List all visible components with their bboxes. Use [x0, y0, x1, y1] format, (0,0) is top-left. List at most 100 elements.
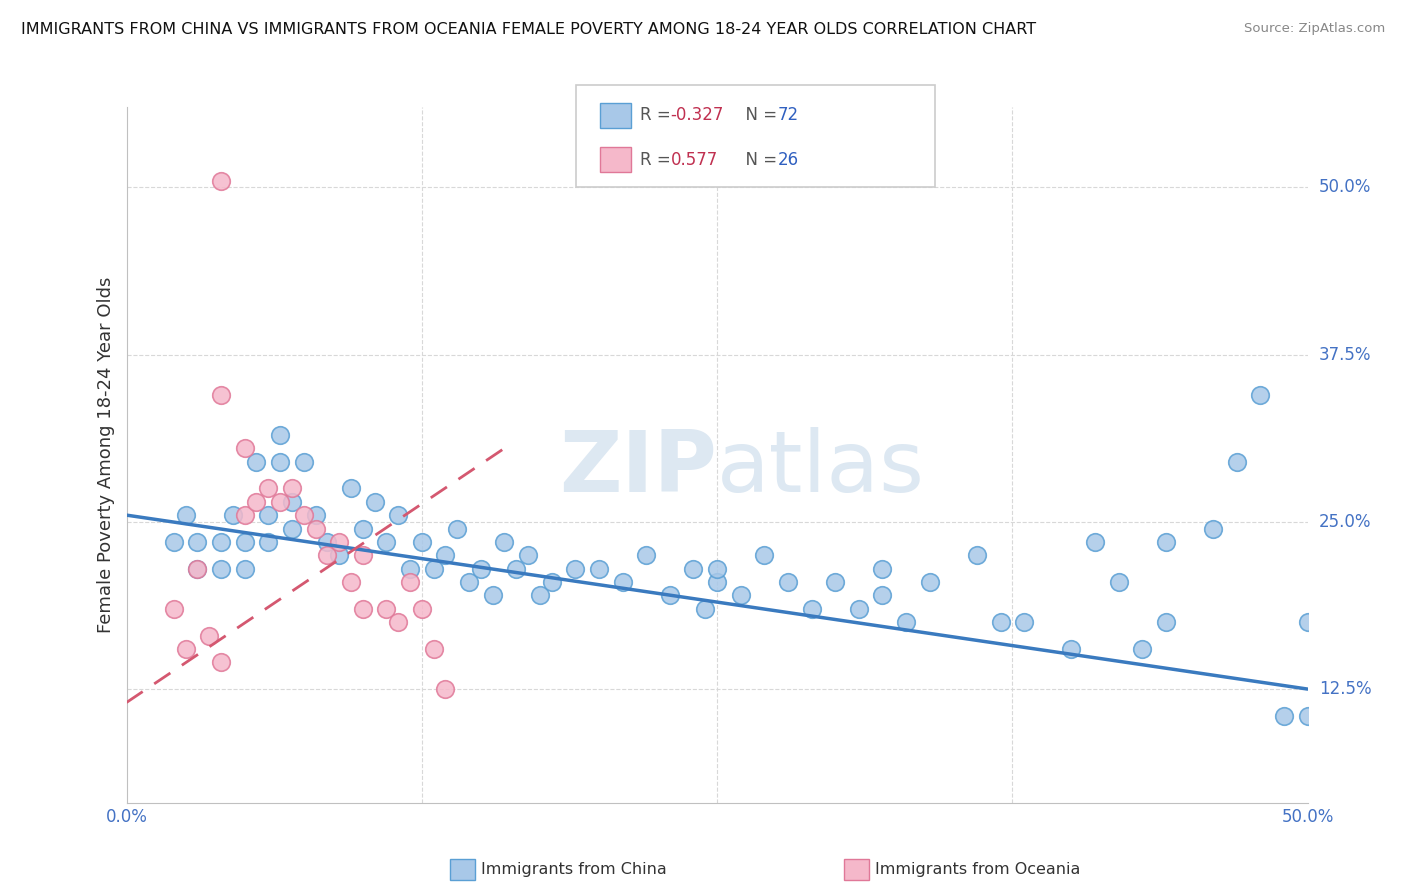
Point — [292, 455, 315, 469]
Point — [658, 589, 681, 603]
Point — [872, 562, 894, 576]
Point — [209, 535, 232, 549]
Point — [1202, 521, 1225, 535]
Point — [564, 562, 586, 576]
Point — [754, 548, 776, 563]
Point — [340, 575, 363, 590]
Point — [1108, 575, 1130, 590]
Text: ZIP: ZIP — [560, 427, 717, 510]
Point — [872, 589, 894, 603]
Point — [990, 615, 1012, 630]
Text: -0.327: -0.327 — [671, 106, 724, 124]
Point — [1296, 708, 1319, 723]
Point — [316, 535, 339, 549]
Point — [800, 602, 823, 616]
Text: 37.5%: 37.5% — [1319, 345, 1371, 364]
Point — [517, 548, 540, 563]
Point — [233, 562, 256, 576]
Point — [304, 521, 326, 535]
Point — [1084, 535, 1107, 549]
Point — [233, 442, 256, 456]
Point — [411, 602, 433, 616]
Point — [1272, 708, 1295, 723]
Point — [776, 575, 799, 590]
Point — [682, 562, 704, 576]
Point — [387, 508, 409, 523]
Point — [269, 494, 291, 508]
Point — [848, 602, 870, 616]
Point — [1060, 642, 1083, 657]
Point — [257, 508, 280, 523]
Text: 50.0%: 50.0% — [1319, 178, 1371, 196]
Point — [257, 482, 280, 496]
Point — [222, 508, 245, 523]
Text: 26: 26 — [778, 151, 799, 169]
Text: 72: 72 — [778, 106, 799, 124]
Point — [1130, 642, 1153, 657]
Text: atlas: atlas — [717, 427, 925, 510]
Point — [434, 548, 457, 563]
Point — [269, 455, 291, 469]
Point — [730, 589, 752, 603]
Point — [411, 535, 433, 549]
Point — [363, 494, 385, 508]
Point — [304, 508, 326, 523]
Point — [375, 602, 398, 616]
Point — [458, 575, 481, 590]
Point — [422, 562, 444, 576]
Point — [612, 575, 634, 590]
Point — [174, 508, 197, 523]
Point — [245, 494, 267, 508]
Point — [706, 575, 728, 590]
Point — [1226, 455, 1249, 469]
Point — [209, 655, 232, 669]
Point — [209, 174, 232, 188]
Point — [209, 562, 232, 576]
Point — [340, 482, 363, 496]
Text: N =: N = — [735, 106, 783, 124]
Point — [328, 548, 350, 563]
Point — [257, 535, 280, 549]
Point — [292, 508, 315, 523]
Point — [470, 562, 492, 576]
Point — [422, 642, 444, 657]
Point — [481, 589, 503, 603]
Text: IMMIGRANTS FROM CHINA VS IMMIGRANTS FROM OCEANIA FEMALE POVERTY AMONG 18-24 YEAR: IMMIGRANTS FROM CHINA VS IMMIGRANTS FROM… — [21, 22, 1036, 37]
Point — [163, 535, 186, 549]
Point — [588, 562, 610, 576]
Point — [1012, 615, 1035, 630]
Text: Immigrants from China: Immigrants from China — [481, 863, 666, 877]
Point — [529, 589, 551, 603]
Point — [375, 535, 398, 549]
Point — [399, 562, 422, 576]
Point — [281, 521, 304, 535]
Point — [281, 482, 304, 496]
Point — [186, 562, 208, 576]
Point — [269, 428, 291, 442]
Point — [494, 535, 516, 549]
Point — [1154, 535, 1177, 549]
Point — [695, 602, 717, 616]
Point — [894, 615, 917, 630]
Text: Immigrants from Oceania: Immigrants from Oceania — [875, 863, 1080, 877]
Point — [399, 575, 422, 590]
Point — [446, 521, 468, 535]
Text: R =: R = — [640, 106, 676, 124]
Point — [1154, 615, 1177, 630]
Point — [636, 548, 658, 563]
Point — [233, 508, 256, 523]
Point — [174, 642, 197, 657]
Point — [824, 575, 846, 590]
Point — [1296, 615, 1319, 630]
Text: 25.0%: 25.0% — [1319, 513, 1371, 531]
Point — [1249, 388, 1271, 402]
Point — [352, 521, 374, 535]
Point — [505, 562, 527, 576]
Point — [186, 562, 208, 576]
Point — [209, 388, 232, 402]
Text: R =: R = — [640, 151, 676, 169]
Point — [352, 602, 374, 616]
Point — [316, 548, 339, 563]
Point — [328, 535, 350, 549]
Point — [918, 575, 941, 590]
